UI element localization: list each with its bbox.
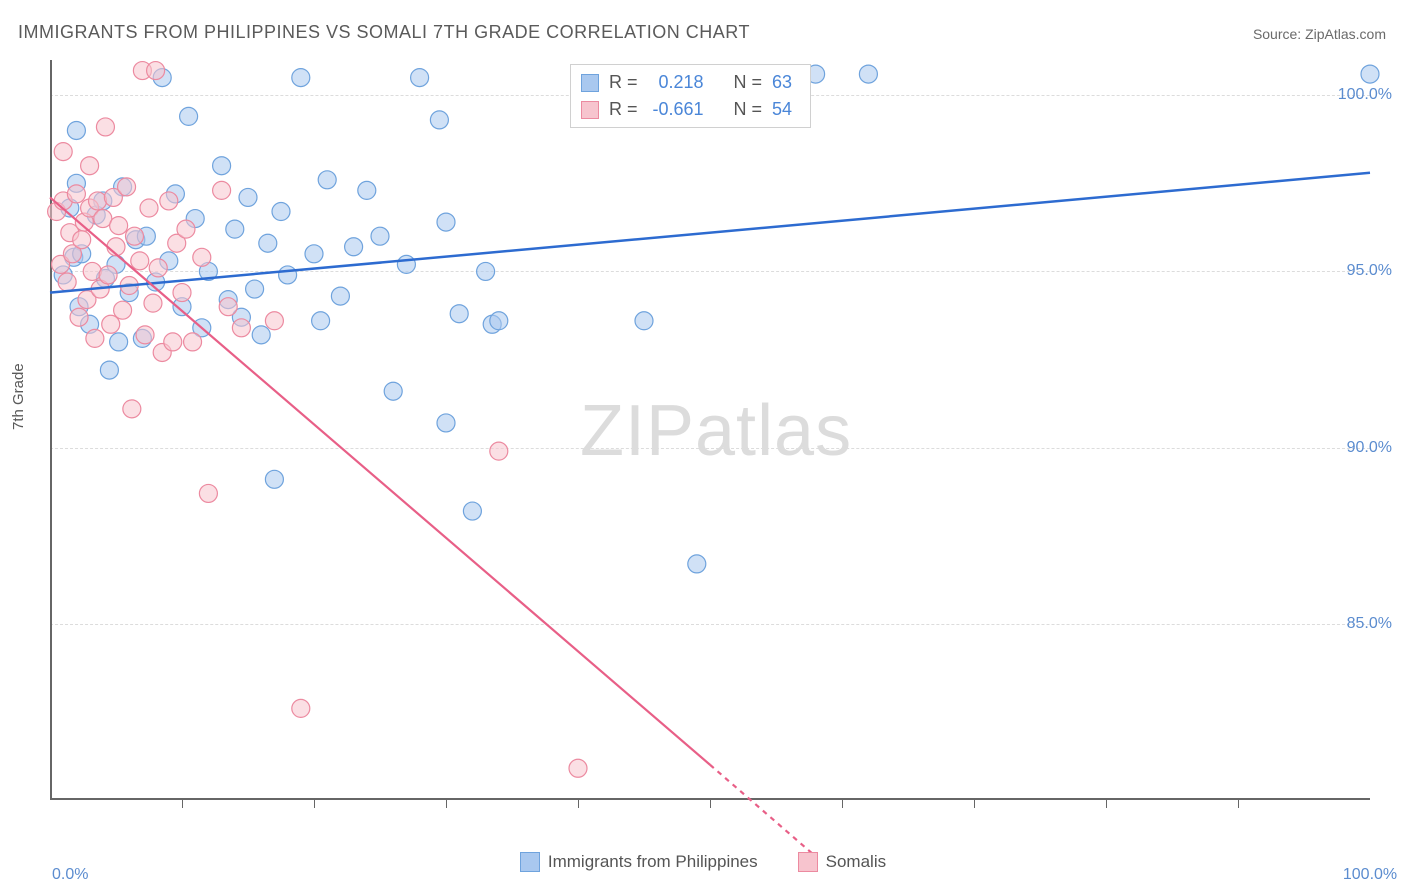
x-tick (710, 800, 711, 808)
stats-row-philippines: R = 0.218 N = 63 (581, 69, 792, 96)
watermark: ZIPatlas (580, 390, 852, 472)
x-tick (974, 800, 975, 808)
n-label: N = (734, 69, 763, 96)
legend-item-somalis: Somalis (798, 852, 886, 872)
square-icon (520, 852, 540, 872)
x-tick (314, 800, 315, 808)
x-tick (446, 800, 447, 808)
n-label: N = (734, 96, 763, 123)
x-tick (1106, 800, 1107, 808)
n-value: 54 (772, 96, 792, 123)
r-value: -0.661 (648, 96, 704, 123)
stats-row-somalis: R = -0.661 N = 54 (581, 96, 792, 123)
chart-title: IMMIGRANTS FROM PHILIPPINES VS SOMALI 7T… (18, 22, 750, 43)
chart-container: IMMIGRANTS FROM PHILIPPINES VS SOMALI 7T… (0, 0, 1406, 892)
watermark-zip: ZIP (580, 391, 695, 471)
x-tick (1238, 800, 1239, 808)
legend-item-philippines: Immigrants from Philippines (520, 852, 758, 872)
x-tick (578, 800, 579, 808)
r-label: R = (609, 69, 638, 96)
x-tick (842, 800, 843, 808)
y-axis-label: 7th Grade (10, 363, 27, 430)
correlation-stats-box: R = 0.218 N = 63 R = -0.661 N = 54 (570, 64, 811, 128)
watermark-atlas: atlas (695, 391, 852, 471)
source-attribution: Source: ZipAtlas.com (1253, 26, 1386, 42)
legend-label: Somalis (826, 852, 886, 872)
x-tick (182, 800, 183, 808)
square-icon (581, 74, 599, 92)
square-icon (798, 852, 818, 872)
legend-label: Immigrants from Philippines (548, 852, 758, 872)
n-value: 63 (772, 69, 792, 96)
square-icon (581, 101, 599, 119)
bottom-legend: Immigrants from Philippines Somalis (0, 852, 1406, 872)
r-label: R = (609, 96, 638, 123)
r-value: 0.218 (648, 69, 704, 96)
